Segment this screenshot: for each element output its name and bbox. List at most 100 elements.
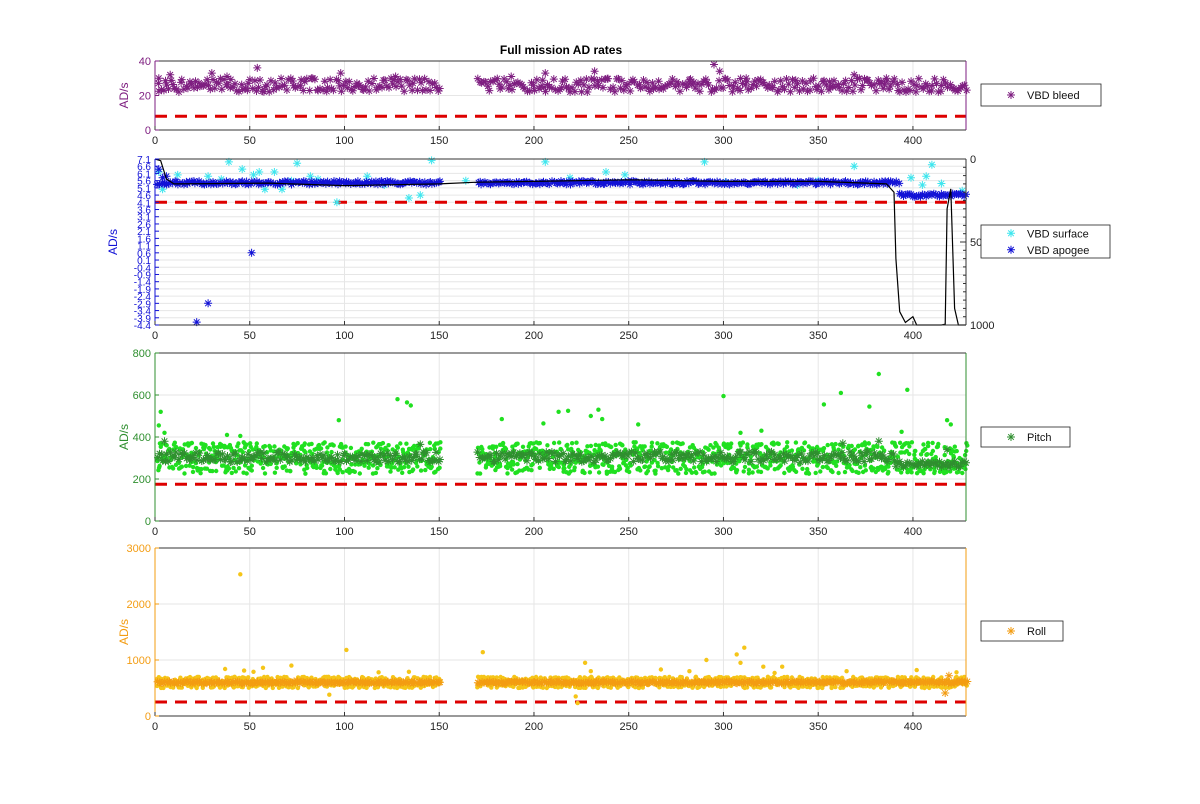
data-point-star [626, 87, 635, 95]
data-point-star [857, 85, 866, 94]
data-point-star [872, 86, 881, 95]
data-point-star [723, 75, 732, 84]
data-point-star [354, 451, 363, 460]
data-point-star [292, 452, 301, 461]
data-point-dot [199, 466, 204, 472]
data-point-star [322, 87, 331, 96]
data-point-star [410, 178, 419, 186]
data-point-star [373, 180, 382, 189]
data-point-dot [242, 463, 248, 468]
data-point-star [209, 178, 217, 187]
data-point-star [594, 178, 603, 187]
data-point-star [855, 74, 864, 83]
data-point-star [646, 454, 655, 463]
data-point-star [348, 452, 357, 461]
data-point-star [831, 450, 840, 459]
data-point-star [538, 76, 547, 85]
data-point-star [943, 458, 952, 467]
x-tick-label: 200 [525, 330, 543, 342]
data-point-star [428, 79, 437, 88]
data-point-star [501, 454, 510, 463]
data-point-dot [309, 441, 314, 447]
data-point-star [817, 87, 826, 96]
data-point-dot [515, 461, 520, 467]
data-point-star [417, 455, 426, 463]
data-point-dot [617, 466, 623, 471]
data-point-star [308, 74, 317, 83]
data-point-dot [494, 444, 499, 449]
data-point-star [885, 85, 894, 94]
data-point-dot [925, 443, 931, 449]
data-point-dot [954, 670, 959, 675]
y-tick-label: 0 [145, 125, 151, 137]
data-point-star [407, 456, 416, 465]
data-point-star [541, 87, 550, 96]
data-point-star [638, 455, 647, 464]
data-point-star [390, 677, 399, 686]
data-point-star [162, 180, 171, 189]
data-point-star [941, 79, 950, 87]
data-point-dot [194, 685, 199, 691]
y-tick-label: -1.4 [134, 278, 152, 289]
data-point-star [695, 87, 704, 96]
data-point-dot [573, 694, 578, 699]
data-point-star [494, 679, 503, 688]
data-point-dot [956, 469, 961, 474]
data-point-star [799, 84, 808, 93]
data-point-star [361, 82, 370, 91]
data-point-star [916, 460, 925, 469]
data-point-star [922, 172, 931, 181]
data-point-star [434, 87, 443, 95]
data-point-dot [820, 685, 825, 691]
data-point-star [368, 452, 377, 460]
data-point-dot [740, 440, 746, 445]
data-point-star [169, 452, 177, 461]
data-point-dot [515, 441, 520, 446]
data-point-star [175, 455, 183, 464]
data-point-dot [537, 465, 542, 470]
data-point-dot [652, 458, 657, 463]
data-point-star [676, 451, 685, 460]
data-point-star [597, 75, 606, 84]
data-point-dot [944, 469, 949, 474]
y-tick-label: 600 [133, 390, 151, 402]
data-point-dot [818, 469, 823, 474]
data-point-star [390, 451, 399, 460]
data-point-dot [268, 461, 273, 467]
data-point-dot [541, 421, 546, 426]
data-point-dot [649, 440, 655, 445]
data-point-star [270, 168, 279, 176]
data-point-star [164, 85, 173, 93]
data-point-star [890, 74, 899, 83]
data-point-dot [878, 685, 884, 690]
data-point-star [933, 191, 942, 200]
data-point-dot [392, 465, 397, 470]
panel-1: 0 50 100 150 200 250 300 350 400 0 20 40 AD/s VBD ble… [117, 56, 1102, 147]
data-point-dot [813, 470, 818, 476]
data-point-star [170, 453, 179, 462]
data-point-star [517, 179, 526, 188]
data-point-star [874, 437, 883, 446]
data-point-dot [233, 469, 238, 474]
data-point-star [544, 454, 553, 463]
data-point-star [363, 172, 372, 181]
data-point-star [416, 191, 425, 200]
data-point-star [402, 75, 411, 84]
data-point-dot [671, 465, 676, 470]
y-tick-label: 0.6 [137, 249, 151, 260]
data-point-dot [406, 669, 412, 674]
data-point-star [852, 456, 861, 465]
data-point-star [675, 87, 684, 96]
data-point-star [169, 80, 178, 89]
data-point-star [895, 678, 904, 687]
data-point-star [408, 79, 417, 88]
data-point-star [271, 79, 280, 87]
data-point-star [635, 80, 644, 89]
data-point-star [478, 453, 487, 462]
data-point-star [958, 677, 967, 686]
data-point-star [257, 454, 266, 463]
data-point-star [418, 86, 427, 95]
data-point-dot [404, 400, 410, 405]
data-point-star [790, 456, 799, 465]
data-point-star [549, 679, 558, 688]
